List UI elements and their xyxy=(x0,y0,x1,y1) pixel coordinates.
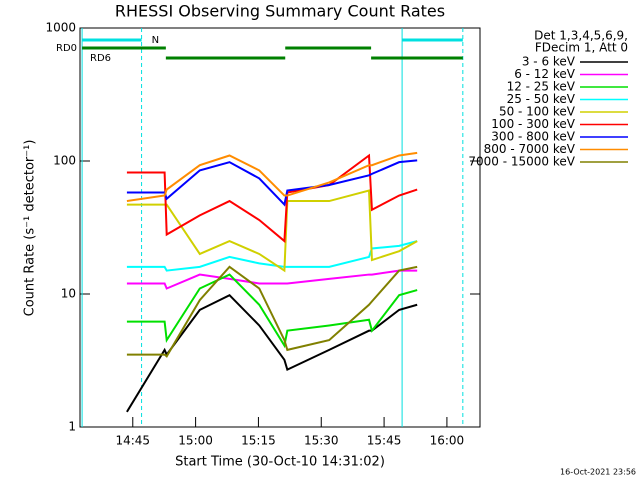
x-tick-label: 14:45 xyxy=(115,434,150,448)
legend-label: 100 - 300 keV xyxy=(491,117,575,131)
x-tick-label: 15:15 xyxy=(241,434,276,448)
y-tick-label: 1 xyxy=(68,420,76,434)
legend-label: 300 - 800 keV xyxy=(491,130,575,144)
legend-label: 6 - 12 keV xyxy=(514,67,576,81)
legend-header: Det 1,3,4,5,6,9, xyxy=(534,29,628,43)
x-tick-label: 15:00 xyxy=(178,434,213,448)
chart-title: RHESSI Observing Summary Count Rates xyxy=(115,2,445,21)
x-axis-label: Start Time (30-Oct-10 14:31:02) xyxy=(175,455,385,470)
legend-label: 7000 - 15000 keV xyxy=(468,155,575,169)
series-line xyxy=(126,159,418,207)
x-tick-label: 16:00 xyxy=(430,434,465,448)
legend-label: 25 - 50 keV xyxy=(507,92,576,106)
flag-label: N xyxy=(152,35,159,46)
series-line xyxy=(126,189,418,273)
series-line xyxy=(126,265,418,358)
legend-label: 3 - 6 keV xyxy=(522,55,576,69)
y-axis-label: Count Rate (s⁻¹ detector⁻¹) xyxy=(23,140,38,317)
legend-label: 12 - 25 keV xyxy=(507,80,576,94)
x-tick-label: 15:45 xyxy=(367,434,402,448)
y-tick-label: 1000 xyxy=(45,21,76,35)
timestamp: 16-Oct-2021 23:56 xyxy=(560,468,636,477)
legend-label: 800 - 7000 keV xyxy=(484,142,576,156)
flag-label: RD6 xyxy=(90,53,111,64)
y-tick-label: 10 xyxy=(61,287,76,301)
series-line xyxy=(126,151,418,203)
flag-label: RD0 xyxy=(56,43,77,54)
legend-label: 50 - 100 keV xyxy=(499,105,576,119)
legend-header: FDecim 1, Att 0 xyxy=(535,41,628,55)
series-line xyxy=(126,153,418,244)
y-tick-label: 100 xyxy=(53,154,76,168)
series-line xyxy=(126,273,418,349)
series-line xyxy=(126,269,418,290)
x-tick-label: 15:30 xyxy=(304,434,339,448)
plot-frame xyxy=(79,27,481,428)
